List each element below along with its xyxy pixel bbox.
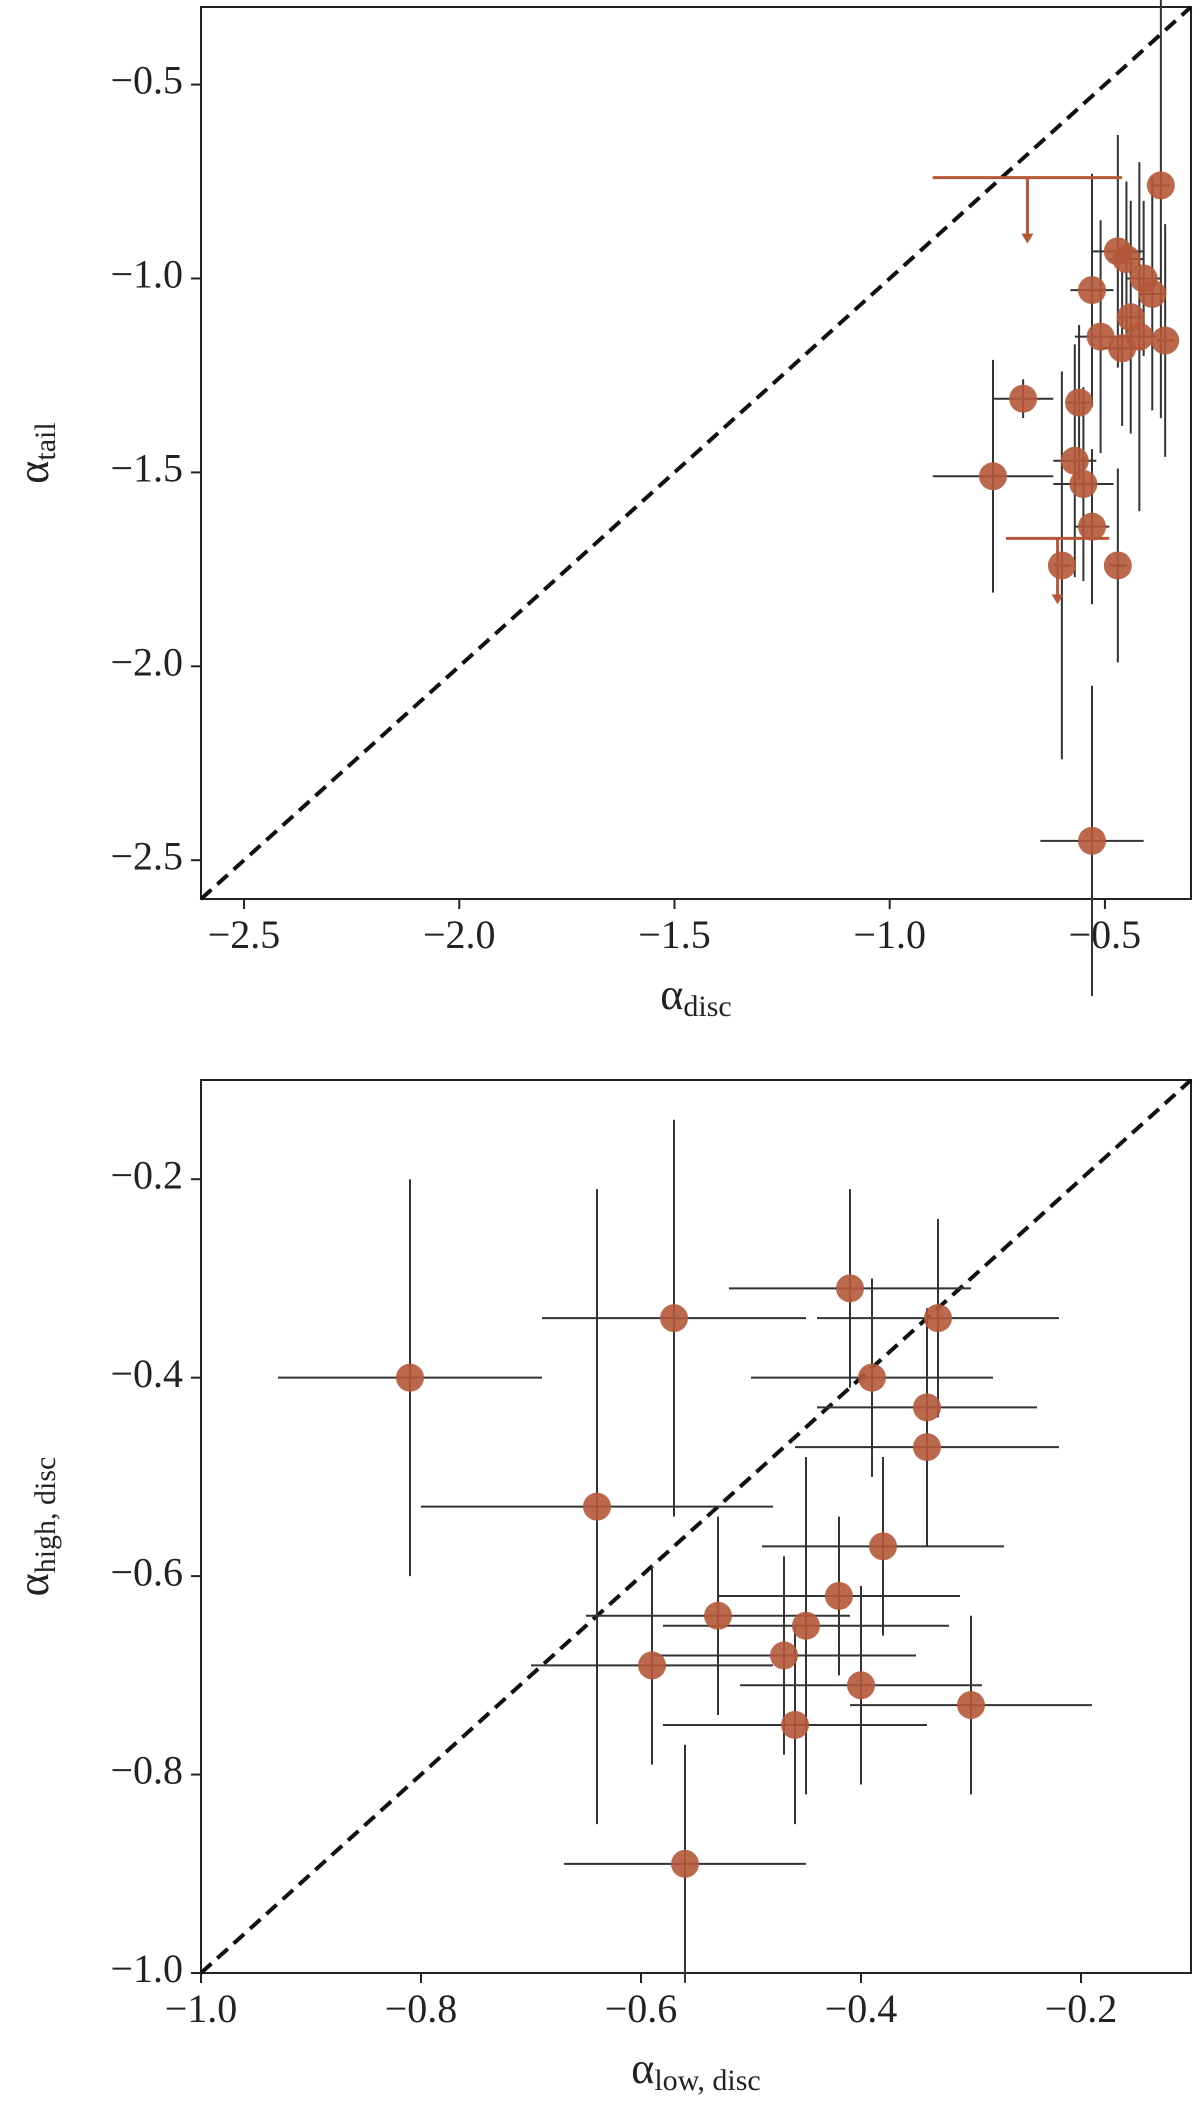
y-tick-label: −0.4 <box>110 1351 183 1396</box>
point <box>1112 245 1141 274</box>
label-subscript: tail <box>29 422 62 460</box>
point <box>1078 512 1106 541</box>
point <box>869 1532 897 1561</box>
point <box>1060 446 1089 475</box>
point <box>1086 322 1115 351</box>
plot-frame <box>200 1079 1192 1974</box>
point <box>1078 826 1106 855</box>
x-tick-label: −1.0 <box>853 912 926 957</box>
point <box>1009 384 1038 413</box>
label-symbol: α <box>660 970 683 1019</box>
point <box>396 1363 424 1392</box>
label-symbol: α <box>631 2044 654 2093</box>
y-axis-label: αtail <box>9 422 62 483</box>
point <box>957 1691 985 1720</box>
point <box>1069 470 1098 499</box>
markers <box>278 1119 1092 1983</box>
point <box>1047 551 1076 580</box>
x-axis-label: αdisc <box>660 970 731 1023</box>
point <box>1151 326 1180 355</box>
x-tick-label: −2.5 <box>208 912 281 957</box>
point <box>979 462 1007 491</box>
label-symbol: α <box>9 461 58 484</box>
x-tick-label: −0.5 <box>1069 912 1142 957</box>
one-to-one-line <box>199 5 1193 901</box>
y-tick-label: −0.5 <box>110 58 183 103</box>
point <box>913 1393 941 1422</box>
point <box>704 1601 732 1630</box>
x-tick-label: −0.2 <box>1045 1986 1118 2031</box>
y-tick-label: −0.2 <box>110 1152 183 1197</box>
label-subscript: high, disc <box>29 1457 62 1574</box>
label-subscript: low, disc <box>654 2064 760 2097</box>
x-axis-label: αlow, disc <box>631 2044 760 2097</box>
point <box>924 1304 952 1333</box>
plot-frame <box>200 6 1192 900</box>
label-symbol: α <box>9 1573 58 1596</box>
y-tick-label: −1.0 <box>110 252 183 297</box>
x-tick-label: −0.6 <box>605 1986 678 2031</box>
point <box>770 1641 798 1670</box>
point <box>1146 171 1175 200</box>
point <box>858 1363 886 1392</box>
arrow-head <box>1051 594 1064 605</box>
label-subscript: disc <box>683 990 731 1023</box>
point <box>1078 276 1106 305</box>
markers <box>932 0 1180 996</box>
y-tick-label: −0.6 <box>110 1549 183 1594</box>
point <box>792 1611 820 1640</box>
y-tick-label: −2.0 <box>110 639 183 684</box>
one-to-one-line <box>199 1078 1193 1975</box>
point <box>1065 388 1094 417</box>
x-tick-label: −0.4 <box>825 1986 898 2031</box>
y-tick-label: −1.5 <box>110 446 183 491</box>
point <box>1103 551 1132 580</box>
point <box>825 1581 853 1610</box>
point <box>781 1710 809 1739</box>
point <box>1138 279 1167 308</box>
point <box>638 1651 666 1680</box>
x-tick-label: −0.8 <box>385 1986 458 2031</box>
point <box>671 1849 699 1878</box>
arrow-head <box>1021 233 1034 244</box>
y-tick-label: −1.0 <box>110 1946 183 1991</box>
point <box>583 1492 611 1521</box>
y-tick-label: −0.8 <box>110 1748 183 1793</box>
point <box>1108 334 1137 363</box>
x-tick-label: −1.5 <box>638 912 711 957</box>
x-tick-label: −2.0 <box>423 912 496 957</box>
point <box>913 1433 941 1462</box>
point <box>836 1274 864 1303</box>
point <box>847 1671 875 1700</box>
point <box>660 1304 688 1333</box>
x-tick-label: −1.0 <box>165 1986 238 2031</box>
y-tick-label: −2.5 <box>110 833 183 878</box>
y-axis-label: αhigh, disc <box>9 1457 62 1597</box>
